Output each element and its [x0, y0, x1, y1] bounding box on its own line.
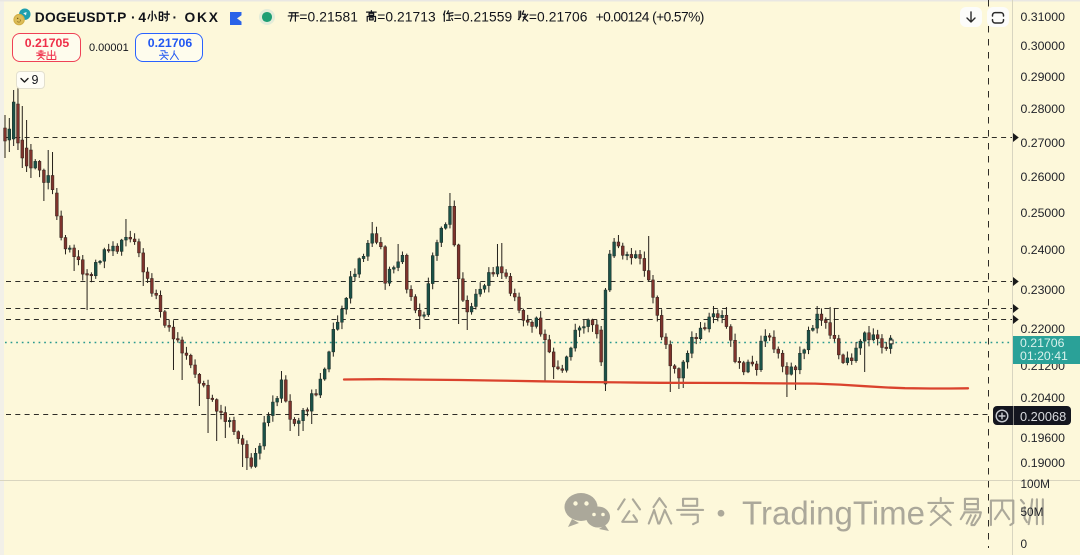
svg-text:+0.00124 (+0.57%): +0.00124 (+0.57%) — [596, 10, 705, 25]
svg-text:0.21706: 0.21706 — [147, 36, 192, 50]
svg-text:=0.21706: =0.21706 — [529, 10, 588, 25]
svg-text:· 4: · 4 — [131, 10, 146, 25]
svg-text:DOGEUSDT.P: DOGEUSDT.P — [35, 10, 127, 25]
svg-text:=0.21559: =0.21559 — [454, 10, 513, 25]
svg-text:0.21705: 0.21705 — [25, 36, 70, 50]
svg-text:TradingTime: TradingTime — [742, 495, 925, 532]
svg-text:=0.21713: =0.21713 — [377, 10, 436, 25]
svg-text:=0.21581: =0.21581 — [299, 10, 358, 25]
